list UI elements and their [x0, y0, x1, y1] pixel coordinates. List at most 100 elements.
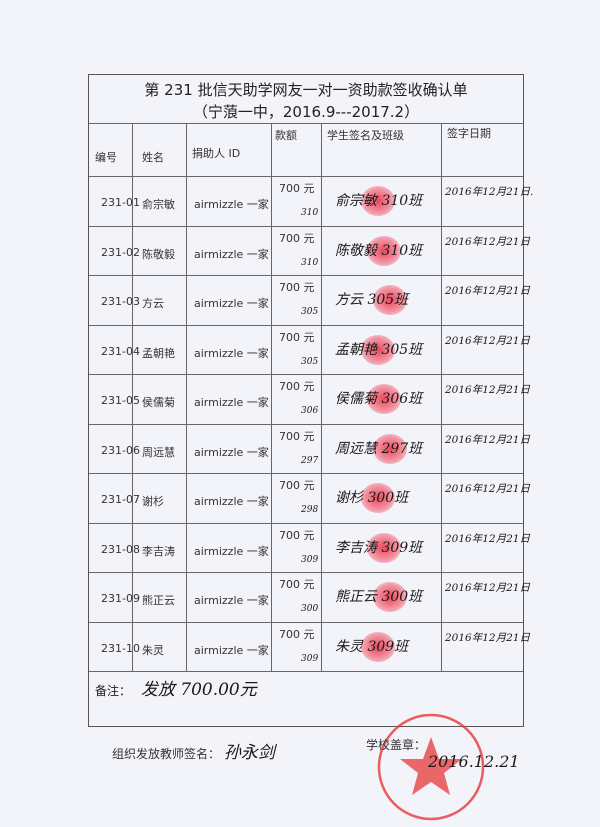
- divider: [89, 522, 523, 524]
- row-name: 孟朝艳: [142, 346, 175, 360]
- row-donor: airmizzle 一家: [194, 198, 269, 211]
- row-donor: airmizzle 一家: [194, 544, 269, 558]
- column-divider: [186, 123, 187, 671]
- divider: [89, 671, 523, 672]
- confirmation-form: 第 231 批信天助学网友一对一资助款签收确认单 （宁蒗一中，2016.9---…: [88, 74, 533, 727]
- fingerprint: [367, 532, 401, 563]
- row-amount: 700 元: [279, 528, 315, 542]
- row-signature: 陈敬毅 310班: [335, 242, 423, 259]
- row-donor: airmizzle 一家: [194, 247, 269, 261]
- fingerprint: [361, 334, 395, 365]
- row-class-note: 309: [301, 554, 319, 565]
- row-id: 231-10: [101, 641, 140, 655]
- column-divider: [271, 123, 272, 671]
- divider: [89, 275, 523, 276]
- row-date: 2016年12月21日: [445, 334, 530, 347]
- seal-date: 2016.12.21: [428, 752, 520, 771]
- row-donor: airmizzle 一家: [194, 594, 269, 607]
- row-date: 2016年12月21日: [445, 235, 530, 248]
- header-id: 编号: [95, 151, 117, 164]
- row-amount: 700 元: [279, 627, 315, 641]
- row-signature: 孟朝艳 305班: [335, 341, 423, 358]
- header-signature: 学生签名及班级: [327, 129, 404, 142]
- row-name: 谢杉: [142, 495, 164, 508]
- row-class-note: 305: [301, 356, 319, 367]
- row-donor: airmizzle 一家: [194, 445, 269, 459]
- header-date: 签字日期: [447, 127, 491, 140]
- row-date: 2016年12月21日: [445, 384, 530, 396]
- column-divider: [132, 123, 133, 671]
- row-id: 231-06: [101, 443, 140, 457]
- row-amount: 700 元: [279, 479, 315, 492]
- divider: [89, 621, 523, 623]
- row-amount: 700 元: [279, 231, 315, 245]
- header-donor: 捐助人 ID: [192, 147, 241, 160]
- row-donor: airmizzle 一家: [194, 643, 269, 657]
- row-date: 2016年12月21日: [445, 631, 530, 644]
- row-signature: 俞宗敏 310班: [335, 193, 423, 209]
- row-date: 2016年12月21日: [445, 285, 530, 297]
- divider: [89, 123, 523, 124]
- divider: [89, 374, 523, 375]
- row-date: 2016年12月21日: [445, 433, 530, 446]
- row-name: 熊正云: [142, 594, 175, 607]
- fingerprint: [361, 186, 395, 216]
- row-name: 李吉涛: [142, 544, 175, 558]
- row-signature: 谢杉 300班: [335, 490, 409, 506]
- row-id: 231-02: [101, 245, 140, 259]
- row-class-note: 298: [301, 505, 319, 515]
- divider: [89, 324, 523, 326]
- row-id: 231-03: [101, 295, 140, 308]
- fingerprint: [373, 433, 407, 464]
- row-donor: airmizzle 一家: [194, 297, 269, 310]
- row-class-note: 297: [301, 455, 319, 466]
- row-name: 方云: [142, 297, 164, 310]
- remark-value: 发放 700.00元: [140, 680, 257, 700]
- teacher-signature: 组织发放教师签名： 孙永剑: [112, 738, 275, 763]
- row-id: 231-05: [101, 394, 140, 407]
- row-signature: 周远慧 297班: [335, 440, 423, 457]
- divider: [89, 423, 523, 425]
- row-name: 侯儒菊: [142, 396, 175, 409]
- row-name: 陈敬毅: [142, 247, 175, 261]
- remark: 备注： 发放 700.00元: [95, 675, 257, 700]
- row-signature: 方云 305班: [335, 292, 409, 308]
- row-id: 231-01: [101, 196, 140, 209]
- row-id: 231-08: [101, 542, 140, 556]
- fingerprint: [373, 285, 407, 315]
- row-amount: 700 元: [279, 182, 315, 195]
- header-amount: 款额: [275, 129, 297, 142]
- row-date: 2016年12月21日: [445, 532, 530, 545]
- row-amount: 700 元: [279, 578, 315, 591]
- row-class-note: 310: [301, 208, 319, 218]
- fingerprint: [361, 631, 395, 662]
- row-amount: 700 元: [279, 281, 315, 294]
- row-donor: airmizzle 一家: [194, 346, 269, 360]
- fingerprint: [361, 483, 395, 513]
- remark-label: 备注：: [95, 684, 132, 698]
- row-id: 231-07: [101, 493, 140, 506]
- row-date: 2016年12月21日.: [445, 186, 534, 198]
- row-amount: 700 元: [279, 380, 315, 393]
- row-class-note: 306: [301, 406, 319, 416]
- divider: [89, 176, 523, 177]
- row-date: 2016年12月21日: [445, 483, 530, 495]
- form-title: 第 231 批信天助学网友一对一资助款签收确认单 （宁蒗一中，2016.9---…: [89, 79, 523, 123]
- teacher-value: 孙永剑: [223, 743, 275, 763]
- fingerprint: [367, 235, 401, 266]
- row-class-note: 309: [301, 653, 319, 664]
- row-class-note: 305: [301, 307, 319, 317]
- row-name: 周远慧: [142, 445, 175, 459]
- row-amount: 700 元: [279, 429, 315, 443]
- column-divider: [321, 123, 322, 671]
- row-donor: airmizzle 一家: [194, 396, 269, 409]
- divider: [89, 473, 523, 474]
- column-divider: [441, 123, 442, 671]
- row-signature: 熊正云 300班: [335, 589, 423, 605]
- row-donor: airmizzle 一家: [194, 495, 269, 508]
- row-signature: 朱灵 309班: [335, 638, 409, 655]
- row-class-note: 310: [301, 257, 319, 268]
- header-name: 姓名: [142, 151, 164, 164]
- title-text: 第 231 批信天助学网友一对一资助款签收确认单: [144, 81, 468, 99]
- subtitle-text: （宁蒗一中，2016.9---2017.2）: [192, 103, 420, 121]
